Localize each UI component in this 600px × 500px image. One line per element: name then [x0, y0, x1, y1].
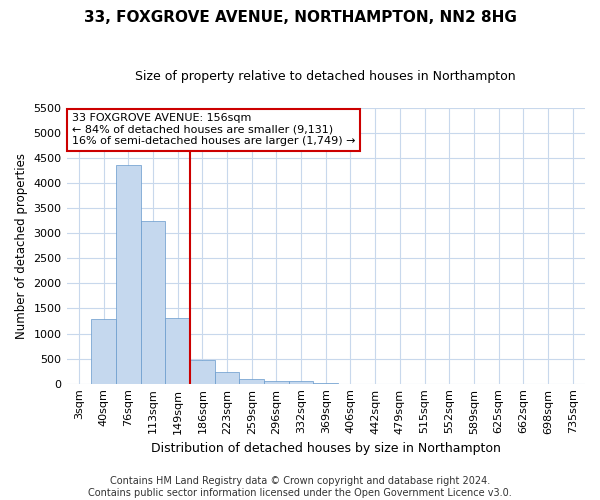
Text: 33, FOXGROVE AVENUE, NORTHAMPTON, NN2 8HG: 33, FOXGROVE AVENUE, NORTHAMPTON, NN2 8H…	[83, 10, 517, 25]
Bar	[190, 360, 215, 384]
Bar	[91, 320, 116, 384]
Y-axis label: Number of detached properties: Number of detached properties	[15, 152, 28, 338]
Text: Contains HM Land Registry data © Crown copyright and database right 2024.
Contai: Contains HM Land Registry data © Crown c…	[88, 476, 512, 498]
Bar	[289, 381, 313, 384]
Bar	[165, 318, 190, 384]
Bar	[264, 380, 289, 384]
Text: 33 FOXGROVE AVENUE: 156sqm
← 84% of detached houses are smaller (9,131)
16% of s: 33 FOXGROVE AVENUE: 156sqm ← 84% of deta…	[72, 114, 355, 146]
X-axis label: Distribution of detached houses by size in Northampton: Distribution of detached houses by size …	[151, 442, 501, 455]
Bar	[239, 378, 264, 384]
Bar	[313, 382, 338, 384]
Bar	[215, 372, 239, 384]
Bar	[140, 220, 165, 384]
Title: Size of property relative to detached houses in Northampton: Size of property relative to detached ho…	[136, 70, 516, 83]
Bar	[116, 166, 140, 384]
